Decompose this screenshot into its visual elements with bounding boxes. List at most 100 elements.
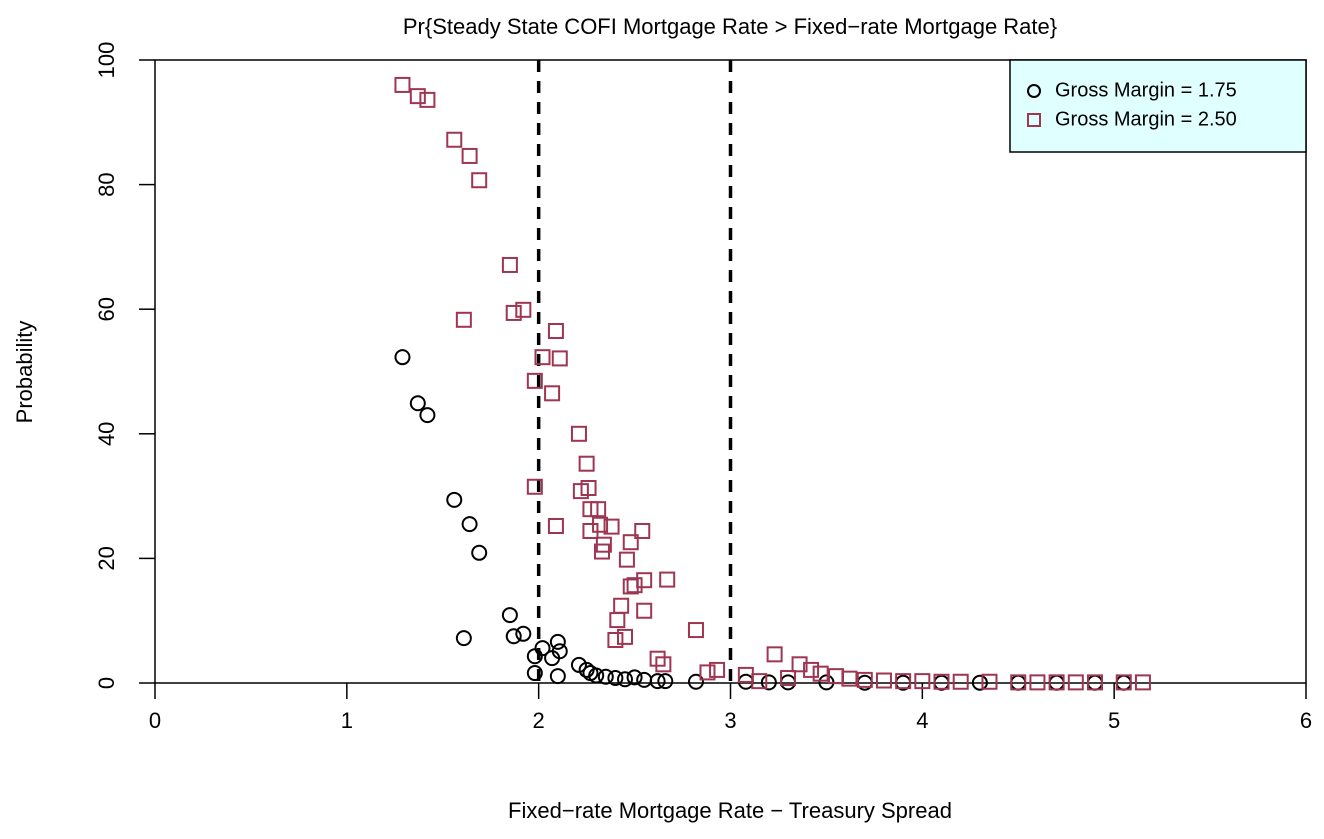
point xyxy=(655,656,672,673)
point xyxy=(841,670,858,687)
point xyxy=(657,673,674,690)
point xyxy=(544,650,561,667)
point xyxy=(616,671,633,688)
point xyxy=(607,670,624,687)
point xyxy=(551,350,568,367)
point xyxy=(895,673,912,690)
point xyxy=(505,628,522,645)
point xyxy=(461,516,478,533)
point xyxy=(534,349,551,366)
legend-box xyxy=(1009,59,1307,153)
legend: Gross Margin = 1.75 Gross Margin = 2.50 xyxy=(1009,59,1307,153)
point xyxy=(446,131,463,148)
point xyxy=(780,670,797,687)
point xyxy=(636,602,653,619)
point xyxy=(634,522,651,539)
point xyxy=(505,304,522,321)
point xyxy=(409,395,426,412)
y-tick-label: 100 xyxy=(94,42,119,79)
point xyxy=(914,673,931,690)
y-tick-label: 0 xyxy=(94,677,119,689)
point xyxy=(593,543,610,560)
legend-label: Gross Margin = 2.50 xyxy=(1055,108,1237,130)
point xyxy=(760,674,777,691)
y-tick-label: 40 xyxy=(94,422,119,446)
point xyxy=(856,671,873,688)
y-axis-label: Probability xyxy=(12,321,37,424)
x-tick-label: 0 xyxy=(149,708,161,733)
point xyxy=(952,673,969,690)
point xyxy=(471,544,488,561)
point xyxy=(687,673,704,690)
point xyxy=(981,673,998,690)
point xyxy=(501,256,518,273)
point xyxy=(699,664,716,681)
point xyxy=(766,646,783,663)
point xyxy=(1134,674,1151,691)
point xyxy=(446,491,463,508)
point xyxy=(659,571,676,588)
point xyxy=(636,671,653,688)
point xyxy=(1048,674,1065,691)
legend-label: Gross Margin = 1.75 xyxy=(1055,79,1237,101)
point xyxy=(461,147,478,164)
point xyxy=(1067,674,1084,691)
point xyxy=(582,522,599,539)
point xyxy=(526,478,543,495)
point xyxy=(544,385,561,402)
point xyxy=(613,597,630,614)
point xyxy=(588,667,605,684)
y-tick-label: 20 xyxy=(94,546,119,570)
point xyxy=(622,534,639,551)
y-tick-label: 60 xyxy=(94,297,119,321)
y-tick-label: 80 xyxy=(94,172,119,196)
chart-title: Pr{Steady State COFI Mortgage Rate > Fix… xyxy=(403,14,1057,39)
point xyxy=(547,323,564,340)
point xyxy=(597,668,614,685)
point xyxy=(409,88,426,105)
point xyxy=(603,518,620,535)
point xyxy=(687,622,704,639)
point xyxy=(649,650,666,667)
point xyxy=(803,661,820,678)
point xyxy=(570,425,587,442)
point xyxy=(419,91,436,108)
point xyxy=(791,656,808,673)
point xyxy=(812,665,829,682)
point xyxy=(875,672,892,689)
point xyxy=(607,632,624,649)
point xyxy=(609,612,626,629)
point xyxy=(1010,674,1027,691)
point xyxy=(933,673,950,690)
point xyxy=(649,673,666,690)
point xyxy=(534,640,551,657)
point xyxy=(394,76,411,93)
point xyxy=(626,669,643,686)
legend-symbol xyxy=(1027,113,1041,127)
x-axis-label: Fixed−rate Mortgage Rate − Treasury Spre… xyxy=(508,798,952,823)
point xyxy=(549,633,566,650)
x-tick-label: 2 xyxy=(533,708,545,733)
point xyxy=(636,572,653,589)
x-tick-label: 6 xyxy=(1300,708,1312,733)
point xyxy=(590,501,607,518)
point xyxy=(515,301,532,318)
legend-symbol xyxy=(1027,84,1041,98)
point xyxy=(578,455,595,472)
point xyxy=(471,172,488,189)
point xyxy=(616,628,633,645)
point xyxy=(419,407,436,424)
point xyxy=(394,349,411,366)
x-tick-label: 5 xyxy=(1108,708,1120,733)
point xyxy=(549,668,566,685)
x-tick-label: 4 xyxy=(916,708,928,733)
point xyxy=(1029,674,1046,691)
point xyxy=(751,673,768,690)
x-tick-label: 1 xyxy=(341,708,353,733)
point xyxy=(455,311,472,328)
point xyxy=(1115,674,1132,691)
point xyxy=(626,577,643,594)
point xyxy=(455,630,472,647)
